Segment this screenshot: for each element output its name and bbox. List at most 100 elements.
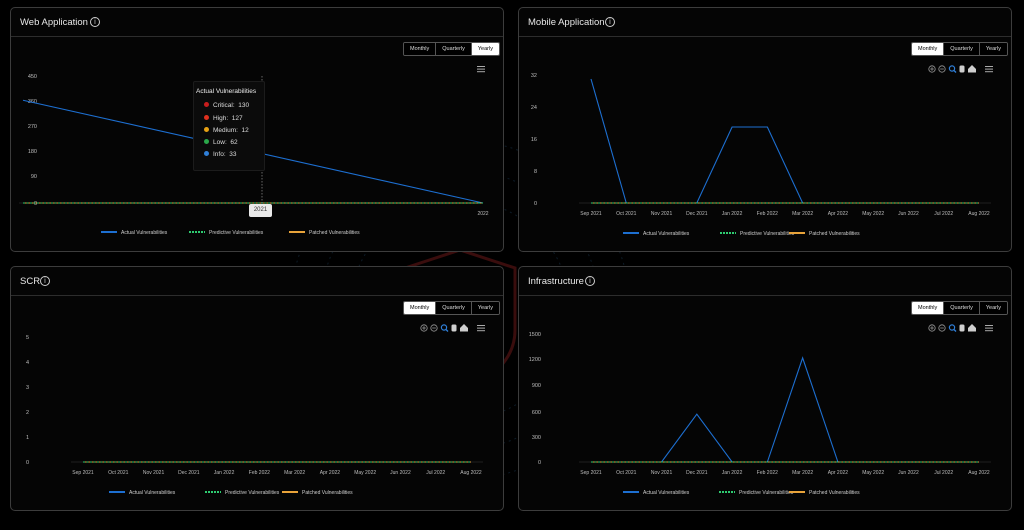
y-tick-label: 180 bbox=[28, 149, 37, 155]
y-tick-label: 600 bbox=[532, 410, 541, 416]
legend-item-predictive-vulnerabilities[interactable]: Predictive Vulnerabilities bbox=[205, 490, 280, 496]
tooltip-label: Medium bbox=[213, 127, 237, 134]
zoom-in-icon[interactable] bbox=[928, 65, 936, 73]
critical-dot-icon bbox=[204, 102, 209, 107]
tooltip-row-critical: Critical: 130 bbox=[204, 102, 249, 109]
pan-hand-icon[interactable] bbox=[959, 65, 965, 73]
panel-header: Infrastructure i bbox=[519, 267, 1011, 296]
legend-item-actual-vulnerabilities[interactable]: Actual Vulnerabilities bbox=[109, 490, 176, 496]
x-tick-label: Oct 2021 bbox=[616, 470, 637, 476]
tooltip-value: 62 bbox=[230, 139, 238, 146]
yearly-button[interactable]: Yearly bbox=[470, 302, 499, 314]
panel-title: Web Application bbox=[20, 17, 88, 28]
y-tick-label: 4 bbox=[26, 360, 29, 366]
info-icon[interactable]: i bbox=[40, 276, 50, 286]
series-line-actual-vulnerabilities bbox=[591, 356, 979, 463]
info-icon[interactable]: i bbox=[90, 17, 100, 27]
legend-item-actual-vulnerabilities[interactable]: Actual Vulnerabilities bbox=[623, 490, 690, 496]
x-tick-label: Jun 2022 bbox=[898, 211, 919, 217]
x-tick-label: Jul 2022 bbox=[426, 470, 445, 476]
legend-item-patched-vulnerabilities[interactable]: Patched Vulnerabilities bbox=[789, 231, 860, 237]
reset-home-icon[interactable] bbox=[460, 324, 468, 332]
selection-zoom-icon[interactable] bbox=[948, 324, 957, 332]
tooltip-label: Info bbox=[213, 151, 224, 158]
monthly-button[interactable]: Monthly bbox=[912, 43, 944, 55]
tooltip-row-info: Info: 33 bbox=[204, 151, 237, 158]
legend-item-predictive-vulnerabilities[interactable]: Predictive Vulnerabilities bbox=[189, 230, 264, 236]
legend-item-predictive-vulnerabilities[interactable]: Predictive Vulnerabilities bbox=[719, 490, 794, 496]
mobile-application-panel: Mobile Application i Monthly Quarterly Y… bbox=[518, 7, 1012, 252]
hamburger-menu-icon[interactable] bbox=[985, 325, 993, 332]
zoom-out-icon[interactable] bbox=[938, 324, 946, 332]
quarterly-button[interactable]: Quarterly bbox=[943, 43, 979, 55]
panel-title: SCR bbox=[20, 276, 41, 287]
legend-item-patched-vulnerabilities[interactable]: Patched Vulnerabilities bbox=[282, 490, 353, 496]
zoom-in-icon[interactable] bbox=[928, 324, 936, 332]
yearly-button[interactable]: Yearly bbox=[978, 302, 1007, 314]
y-tick-label: 2 bbox=[26, 410, 29, 416]
panel-header: Web Application i bbox=[11, 8, 503, 37]
hamburger-menu-icon[interactable] bbox=[477, 66, 485, 73]
yearly-button[interactable]: Yearly bbox=[978, 43, 1007, 55]
pan-hand-icon[interactable] bbox=[451, 324, 457, 332]
period-selector: Monthly Quarterly Yearly bbox=[911, 301, 1008, 315]
x-tick-label: Sep 2021 bbox=[580, 211, 602, 217]
tooltip: Actual Vulnerabilities Critical: 130 Hig… bbox=[193, 81, 265, 171]
legend-item-patched-vulnerabilities[interactable]: Patched Vulnerabilities bbox=[789, 490, 860, 496]
panel-header: SCR i bbox=[11, 267, 503, 296]
tooltip-value: 33 bbox=[229, 151, 237, 158]
y-tick-label: 270 bbox=[28, 124, 37, 130]
tooltip-value: 12 bbox=[241, 127, 249, 134]
y-tick-label: 16 bbox=[531, 137, 537, 143]
hamburger-menu-icon[interactable] bbox=[985, 66, 993, 73]
info-dot-icon bbox=[204, 151, 209, 156]
panel-title: Mobile Application bbox=[528, 17, 605, 28]
zoom-in-icon[interactable] bbox=[420, 324, 428, 332]
tooltip-title: Actual Vulnerabilities bbox=[196, 88, 257, 95]
y-tick-label: 8 bbox=[534, 169, 537, 175]
yearly-button[interactable]: Yearly bbox=[470, 43, 499, 55]
info-icon[interactable]: i bbox=[605, 17, 615, 27]
crosshair-x-label: 2021 bbox=[249, 204, 272, 217]
tooltip-value: 127 bbox=[231, 115, 243, 122]
x-tick-label: Jul 2022 bbox=[934, 211, 953, 217]
monthly-button[interactable]: Monthly bbox=[404, 302, 436, 314]
x-tick-label: Mar 2022 bbox=[792, 470, 813, 476]
medium-dot-icon bbox=[204, 127, 209, 132]
hamburger-menu-icon[interactable] bbox=[477, 325, 485, 332]
monthly-button[interactable]: Monthly bbox=[912, 302, 944, 314]
legend-item-patched-vulnerabilities[interactable]: Patched Vulnerabilities bbox=[289, 230, 360, 236]
series-line-actual-vulnerabilities bbox=[590, 78, 979, 204]
x-tick-label: Apr 2022 bbox=[320, 470, 341, 476]
selection-zoom-icon[interactable] bbox=[948, 65, 957, 73]
pan-hand-icon[interactable] bbox=[959, 324, 965, 332]
x-tick-label: Jan 2022 bbox=[722, 211, 743, 217]
infrastructure-chart: 0 300 600 900 1200 1500 Sep 2021 Oct 2021 Nov 20… bbox=[529, 324, 993, 496]
zoom-out-icon[interactable] bbox=[430, 324, 438, 332]
legend-item-actual-vulnerabilities[interactable]: Actual Vulnerabilities bbox=[623, 231, 690, 237]
y-tick-label: 1500 bbox=[529, 332, 541, 338]
monthly-button[interactable]: Monthly bbox=[404, 43, 436, 55]
quarterly-button[interactable]: Quarterly bbox=[435, 43, 471, 55]
x-tick-label: Sep 2021 bbox=[72, 470, 94, 476]
zoom-out-icon[interactable] bbox=[938, 65, 946, 73]
tooltip-row-low: Low: 62 bbox=[204, 139, 238, 146]
y-tick-label: 24 bbox=[531, 105, 537, 111]
legend-label: Patched Vulnerabilities bbox=[302, 490, 353, 496]
quarterly-button[interactable]: Quarterly bbox=[943, 302, 979, 314]
legend-label: Actual Vulnerabilities bbox=[129, 490, 176, 496]
x-tick-label: Dec 2021 bbox=[686, 470, 708, 476]
quarterly-button[interactable]: Quarterly bbox=[435, 302, 471, 314]
x-tick-label: Sep 2021 bbox=[580, 470, 602, 476]
reset-home-icon[interactable] bbox=[968, 65, 976, 73]
period-selector: Monthly Quarterly Yearly bbox=[403, 301, 500, 315]
x-tick-label: Jul 2022 bbox=[934, 470, 953, 476]
legend-item-predictive-vulnerabilities[interactable]: Predictive Vulnerabilities bbox=[720, 231, 795, 237]
legend-item-actual-vulnerabilities[interactable]: Actual Vulnerabilities bbox=[101, 230, 168, 236]
info-icon[interactable]: i bbox=[585, 276, 595, 286]
selection-zoom-icon[interactable] bbox=[440, 324, 449, 332]
legend-label: Actual Vulnerabilities bbox=[121, 230, 168, 236]
legend-label: Predictive Vulnerabilities bbox=[209, 230, 264, 236]
y-tick-label: 3 bbox=[26, 385, 29, 391]
reset-home-icon[interactable] bbox=[968, 324, 976, 332]
